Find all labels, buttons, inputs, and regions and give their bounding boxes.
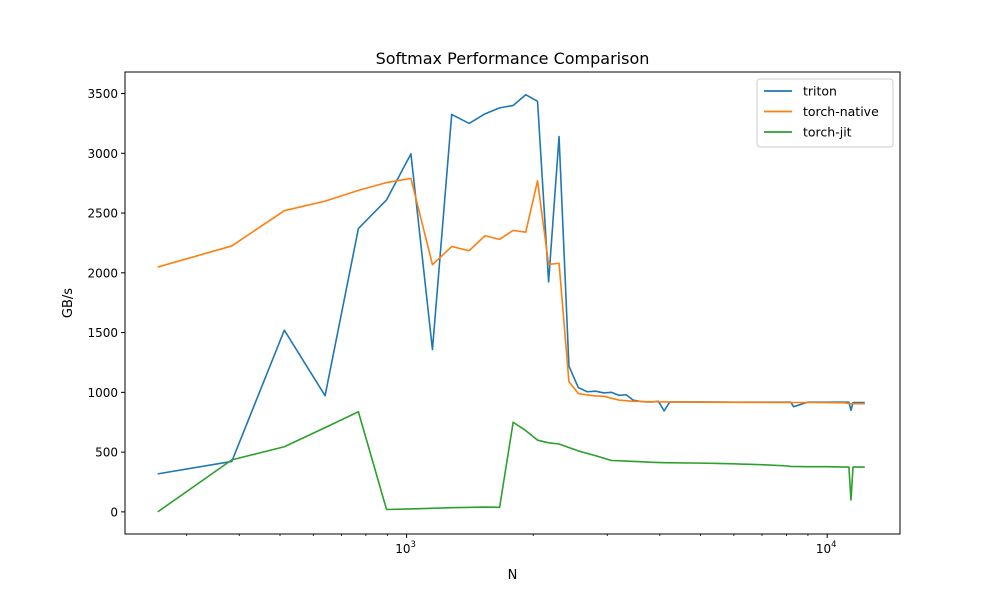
legend-label: torch-native	[803, 104, 879, 119]
y-tick-label: 0	[110, 505, 118, 519]
series-layer	[157, 93, 865, 513]
y-axis-ticks: 0 500 1000 1500 2000 2500 3000 3500	[87, 87, 125, 519]
legend: triton torch-native torch-jit	[756, 78, 894, 148]
x-tick-base: 10	[395, 542, 410, 556]
series-line-triton	[157, 93, 865, 475]
x-tick-label: 103	[395, 540, 416, 556]
y-tick-label: 1500	[87, 326, 118, 340]
x-tick-base: 10	[816, 542, 831, 556]
y-tick-label: 2500	[87, 207, 118, 221]
y-axis-label: GB/s	[61, 288, 76, 318]
y-tick-label: 3000	[87, 147, 118, 161]
x-axis-ticks: 103 104	[186, 534, 837, 556]
plot-area	[124, 71, 901, 535]
series-line-torch-native	[157, 177, 865, 405]
x-tick-label: 104	[816, 540, 837, 556]
x-tick-exponent: 4	[831, 540, 836, 550]
plot-frame	[124, 71, 901, 535]
legend-box	[756, 78, 894, 148]
series-line-torch-jit	[157, 410, 865, 513]
legend-label: torch-jit	[803, 125, 852, 140]
x-axis-label: N	[508, 568, 518, 583]
chart-title: Softmax Performance Comparison	[376, 49, 650, 68]
y-tick-label: 500	[95, 446, 118, 460]
legend-label: triton	[803, 84, 837, 99]
y-tick-label: 2000	[87, 266, 118, 280]
y-tick-label: 3500	[87, 87, 118, 101]
x-tick-exponent: 3	[411, 540, 416, 550]
y-tick-label: 1000	[87, 386, 118, 400]
